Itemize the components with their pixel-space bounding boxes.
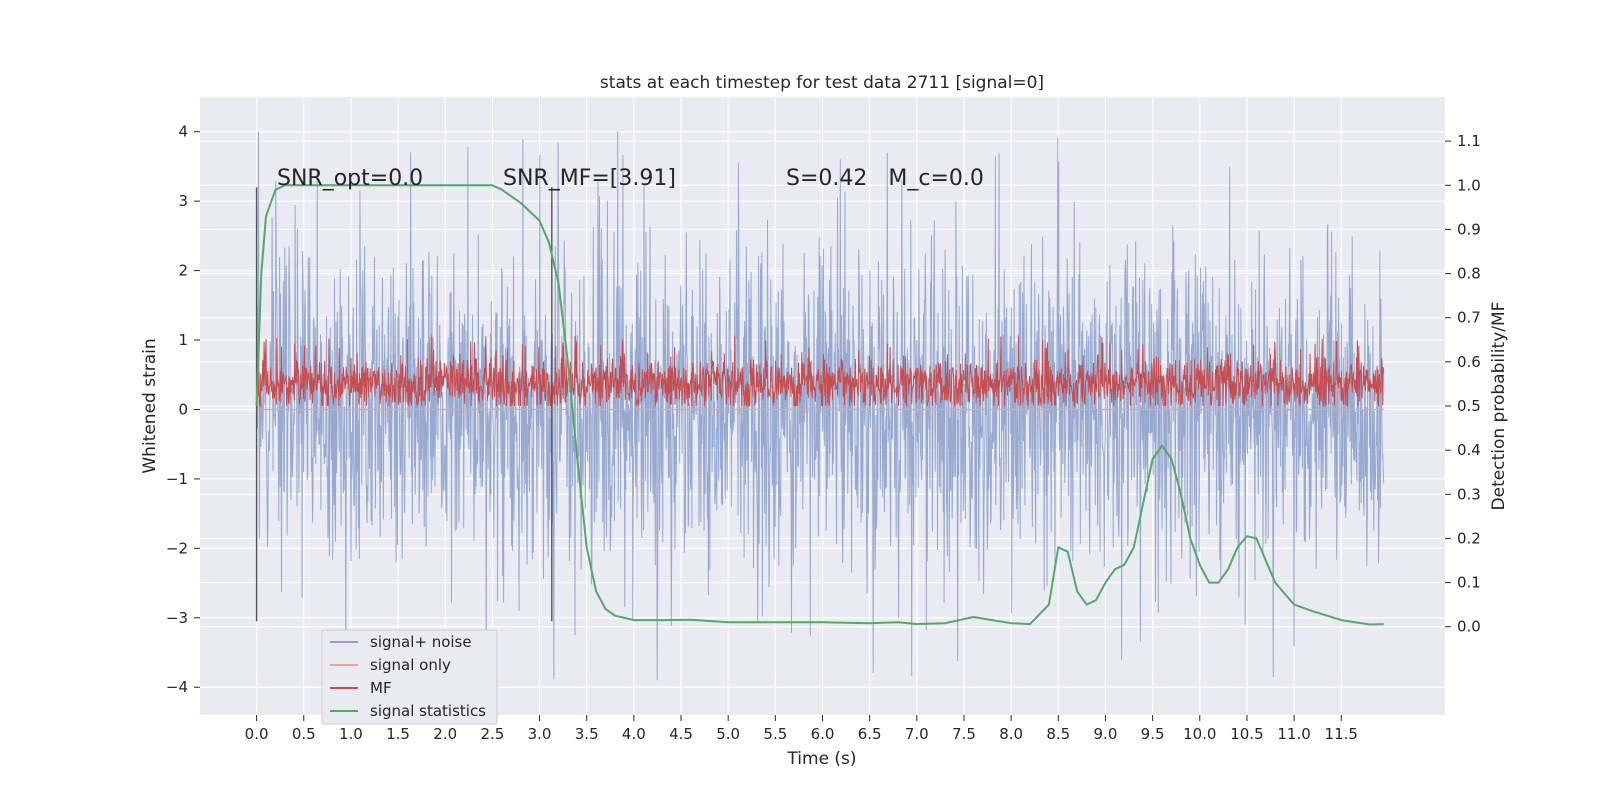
y-tick-label-right: 0.1 <box>1457 574 1481 592</box>
y-axis-label: Whitened strain <box>140 338 160 473</box>
y-tick-label-right: 1.1 <box>1457 132 1481 150</box>
legend-box <box>321 629 498 725</box>
y-tick-label-right: 0.9 <box>1457 220 1481 238</box>
x-tick-label: 2.0 <box>433 725 457 743</box>
y-tick-label-right: 0.0 <box>1457 618 1481 636</box>
x-tick-label: 9.0 <box>1094 725 1118 743</box>
x-tick-label: 8.0 <box>999 725 1023 743</box>
x-tick-label: 10.5 <box>1230 725 1263 743</box>
x-tick-label: 1.0 <box>339 725 363 743</box>
x-tick-label: 1.5 <box>386 725 410 743</box>
y-tick-label-right: 0.5 <box>1457 397 1481 415</box>
y-ticks-right: 1.1 1.0 0.9 0.8 0.7 0.6 0.5 0.4 0.3 0.2 0.1 0.0 <box>1445 132 1481 636</box>
y-tick-label-left: −1 <box>166 470 188 488</box>
x-tick-label: 7.0 <box>905 725 929 743</box>
y-tick-label-left: 3 <box>178 192 188 210</box>
x-tick-label: 2.5 <box>480 725 504 743</box>
chart-title: stats at each timestep for test data 271… <box>600 73 1044 93</box>
mf-line <box>256 335 1385 407</box>
signal-noise-line <box>256 131 1385 681</box>
legend-label-signal-noise: signal+ noise <box>370 633 472 651</box>
mf-series <box>256 335 1385 407</box>
y-tick-label-left: 1 <box>178 331 188 349</box>
y-tick-label-left: −4 <box>166 678 188 696</box>
y-tick-label-right: 0.4 <box>1457 441 1481 459</box>
x-ticks: 0.0 0.5 1.0 1.5 2.0 2.5 3.0 3.5 4.0 4.5 5.0 5.5 6.0 6… <box>245 715 1358 743</box>
x-tick-label: 5.5 <box>763 725 787 743</box>
y-tick-label-right: 0.6 <box>1457 353 1481 371</box>
x-tick-label: 4.5 <box>669 725 693 743</box>
annotation-snr-opt: SNR_opt=0.0 <box>277 166 423 191</box>
x-tick-label: 5.0 <box>716 725 740 743</box>
x-tick-label: 9.5 <box>1141 725 1165 743</box>
x-axis-label: Time (s) <box>786 749 856 769</box>
signal-statistics-line <box>255 184 1384 626</box>
legend-label-signal-statistics: signal statistics <box>370 702 486 720</box>
annotation-snr-mf: SNR_MF=[3.91] <box>503 166 676 191</box>
x-tick-label: 11.5 <box>1325 725 1358 743</box>
legend-label-mf: MF <box>370 679 392 697</box>
y-tick-label-right: 0.2 <box>1457 529 1481 547</box>
x-tick-label: 6.0 <box>811 725 835 743</box>
y-tick-label-left: 2 <box>178 262 188 280</box>
y-tick-label-right: 0.8 <box>1457 265 1481 283</box>
signal-statistics-series <box>255 184 1384 626</box>
y-tick-label-left: 0 <box>178 400 188 418</box>
y-ticks-left: 4 3 2 1 0 −1 −2 −3 −4 <box>166 123 200 696</box>
x-tick-label: 3.5 <box>575 725 599 743</box>
x-tick-label: 6.5 <box>858 725 882 743</box>
y-axis-label-right: Detection probability/MF <box>1489 302 1509 511</box>
x-tick-label: 0.0 <box>245 725 269 743</box>
x-tick-label: 10.0 <box>1183 725 1216 743</box>
x-tick-label: 11.0 <box>1277 725 1310 743</box>
legend: signal+ noise signal only MF signal stat… <box>321 629 498 725</box>
x-tick-label: 4.0 <box>622 725 646 743</box>
x-tick-label: 0.5 <box>292 725 316 743</box>
y-tick-label-right: 1.0 <box>1457 176 1481 194</box>
x-tick-label: 3.0 <box>528 725 552 743</box>
y-tick-label-left: −2 <box>166 539 188 557</box>
annotation-s-mc: S=0.42 M_c=0.0 <box>786 166 984 191</box>
x-tick-label: 8.5 <box>1046 725 1070 743</box>
y-tick-label-left: −3 <box>166 609 188 627</box>
x-tick-label: 7.5 <box>952 725 976 743</box>
y-tick-label-right: 0.3 <box>1457 485 1481 503</box>
strain-series <box>256 131 1385 681</box>
legend-label-signal-only: signal only <box>370 656 451 674</box>
y-tick-label-right: 0.7 <box>1457 309 1481 327</box>
y-tick-label-left: 4 <box>178 123 188 141</box>
